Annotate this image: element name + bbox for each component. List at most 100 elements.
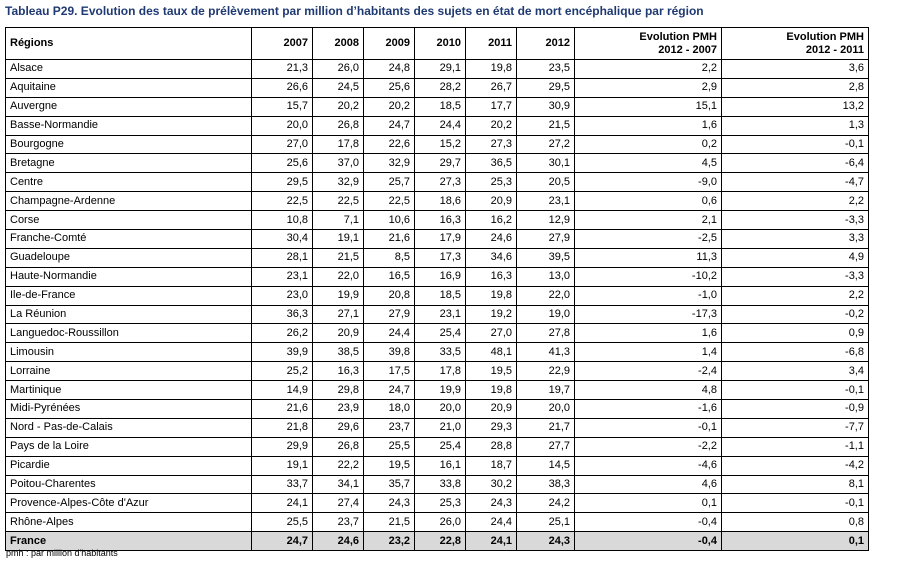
evolution-cell: -4,6 (574, 455, 722, 476)
value-cell: 23,0 (251, 285, 313, 306)
value-cell: 23,1 (516, 191, 575, 212)
table-row: Nord - Pas-de-Calais 21,8 29,6 23,7 21,0 29,3… (5, 417, 869, 438)
value-cell: 38,5 (312, 342, 364, 363)
region-cell: Poitou-Charentes (5, 474, 252, 495)
evolution-cell: -4,7 (721, 172, 869, 193)
value-cell: 19,7 (516, 380, 575, 401)
value-cell: 30,9 (516, 96, 575, 117)
table-row: Basse-Normandie 20,0 26,8 24,7 24,4 20,2 21,5 1… (5, 115, 869, 136)
evolution-cell: -9,0 (574, 172, 722, 193)
value-cell: 24,6 (465, 229, 517, 249)
value-cell: 20,5 (516, 172, 575, 193)
value-cell: 17,3 (414, 247, 466, 268)
value-cell: 24,3 (363, 493, 415, 514)
table-row: Auvergne 15,7 20,2 20,2 18,5 17,7 30,9 15,1 13,2 (5, 96, 869, 117)
header-evolution-2012-2011-line1: Evolution PMH (786, 30, 864, 43)
region-cell: Alsace (5, 59, 252, 79)
value-cell: 24,4 (465, 512, 517, 533)
value-cell: 26,0 (414, 512, 466, 533)
region-cell: Franche-Comté (5, 229, 252, 249)
value-cell: 16,3 (414, 210, 466, 231)
header-year-2008: 2008 (312, 27, 364, 60)
evolution-cell: 2,8 (721, 77, 869, 98)
value-cell: 25,6 (251, 153, 313, 174)
value-cell: 36,5 (465, 153, 517, 174)
value-cell: 29,6 (312, 417, 364, 438)
value-cell: 32,9 (363, 153, 415, 174)
table-row: Bourgogne 27,0 17,8 22,6 15,2 27,3 27,2 0,2 -0,1 (5, 134, 869, 155)
evolution-cell: 1,4 (574, 342, 722, 363)
evolution-cell: 0,1 (574, 493, 722, 514)
value-cell: 28,1 (251, 247, 313, 268)
value-cell: 29,5 (516, 77, 575, 98)
value-cell: 17,8 (414, 361, 466, 382)
table-title: Tableau P29. Evolution des taux de prélè… (5, 4, 704, 18)
table-row: Languedoc-Roussillon 26,2 20,9 24,4 25,4 27,0… (5, 323, 869, 344)
evolution-cell: 13,2 (721, 96, 869, 117)
value-cell: 19,8 (465, 380, 517, 401)
value-cell: 34,1 (312, 474, 364, 495)
evolution-cell: -0,1 (721, 380, 869, 401)
evolution-cell: -10,2 (574, 266, 722, 287)
region-cell: Pays de la Loire (5, 436, 252, 457)
evolution-cell: 3,4 (721, 361, 869, 382)
evolution-cell: -3,3 (721, 210, 869, 231)
value-cell: 25,5 (363, 436, 415, 457)
value-cell: 16,3 (465, 266, 517, 287)
evolution-cell: -0,9 (721, 399, 869, 419)
evolution-cell: -0,1 (574, 417, 722, 438)
total-row: France 24,7 24,6 23,2 22,8 24,1 24,3 -0,4 0,1 (5, 531, 869, 552)
value-cell: 20,2 (363, 96, 415, 117)
region-cell: Picardie (5, 455, 252, 476)
header-row: Régions 2007 2008 2009 2010 2011 2012 Ev… (5, 27, 869, 60)
value-cell: 27,4 (312, 493, 364, 514)
value-cell: 19,5 (363, 455, 415, 476)
region-cell: Limousin (5, 342, 252, 363)
value-cell: 36,3 (251, 304, 313, 325)
evolution-cell: -2,5 (574, 229, 722, 249)
evolution-cell: -2,4 (574, 361, 722, 382)
table-row: Pays de la Loire 29,9 26,8 25,5 25,4 28,8 27,7… (5, 436, 869, 457)
table-row: Aquitaine 26,6 24,5 25,6 28,2 26,7 29,5 2,9 2,8 (5, 77, 869, 98)
value-cell: 18,5 (414, 285, 466, 306)
value-cell: 39,5 (516, 247, 575, 268)
evolution-cell: 0,2 (574, 134, 722, 155)
evolution-cell: 2,1 (574, 210, 722, 231)
evolution-cell: 4,6 (574, 474, 722, 495)
table-row: Champagne-Ardenne 22,5 22,5 22,5 18,6 20,9 23,… (5, 191, 869, 212)
value-cell: 33,7 (251, 474, 313, 495)
value-cell: 33,8 (414, 474, 466, 495)
value-cell: 19,9 (414, 380, 466, 401)
value-cell: 21,6 (251, 399, 313, 419)
header-year-2011: 2011 (465, 27, 517, 60)
value-cell: 24,2 (516, 493, 575, 514)
value-cell: 21,8 (251, 417, 313, 438)
table-row: Rhône-Alpes 25,5 23,7 21,5 26,0 24,4 25,1 -0,4 0… (5, 512, 869, 533)
header-evolution-2012-2011-line2: 2012 - 2011 (805, 43, 864, 56)
value-cell: 24,1 (465, 531, 517, 552)
region-cell: Bourgogne (5, 134, 252, 155)
value-cell: 37,0 (312, 153, 364, 174)
value-cell: 35,7 (363, 474, 415, 495)
value-cell: 17,7 (465, 96, 517, 117)
value-cell: 27,0 (251, 134, 313, 155)
region-cell: Haute-Normandie (5, 266, 252, 287)
value-cell: 22,0 (312, 266, 364, 287)
value-cell: 26,0 (312, 59, 364, 79)
value-cell: 19,0 (516, 304, 575, 325)
table-row: Guadeloupe 28,1 21,5 8,5 17,3 34,6 39,5 11,3 4,9 (5, 247, 869, 268)
value-cell: 28,8 (465, 436, 517, 457)
region-cell: Rhône-Alpes (5, 512, 252, 533)
value-cell: 34,6 (465, 247, 517, 268)
evolution-cell: -4,2 (721, 455, 869, 476)
value-cell: 19,5 (465, 361, 517, 382)
region-cell: Auvergne (5, 96, 252, 117)
evolution-cell: -7,7 (721, 417, 869, 438)
table-row: Poitou-Charentes 33,7 34,1 35,7 33,8 30,2 38,3… (5, 474, 869, 495)
value-cell: 22,5 (363, 191, 415, 212)
evolution-cell: 1,6 (574, 323, 722, 344)
evolution-cell: 1,3 (721, 115, 869, 136)
value-cell: 27,9 (516, 229, 575, 249)
value-cell: 23,5 (516, 59, 575, 79)
